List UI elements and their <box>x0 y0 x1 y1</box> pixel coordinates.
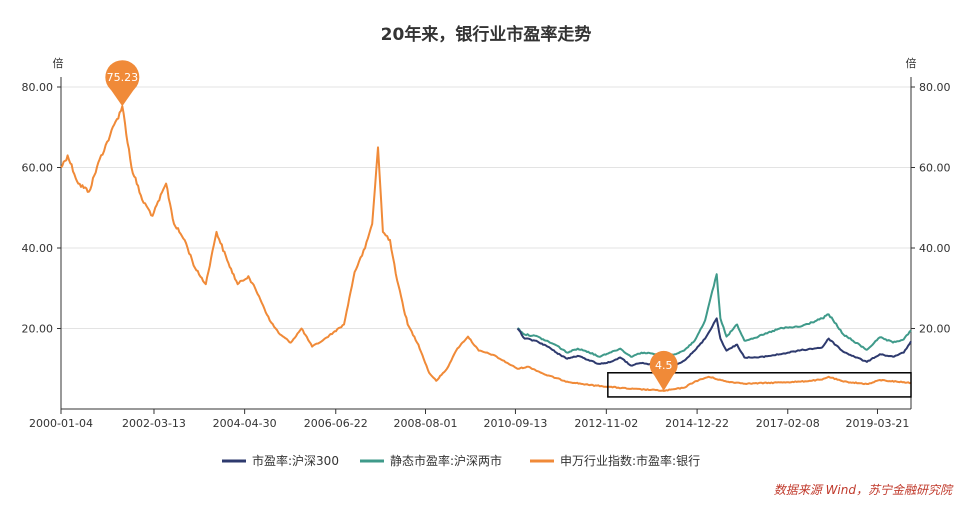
y-tick-label-right: 60.00 <box>919 162 951 175</box>
series-line-bank <box>60 105 912 392</box>
y-tick-label-right: 20.00 <box>919 323 951 336</box>
y-axis-unit-left: 倍 <box>53 56 64 70</box>
legend-label: 申万行业指数:市盈率:银行 <box>560 453 700 468</box>
x-tick-label: 2006-06-22 <box>304 417 368 430</box>
y-tick-label-right: 80.00 <box>919 81 951 94</box>
highlight-box-layer <box>607 372 912 398</box>
annotation-pin-tail <box>110 89 135 107</box>
annotation-pin: 75.23 <box>105 60 140 107</box>
y-tick-label-left: 20.00 <box>22 323 54 336</box>
annotation-pin-head <box>649 350 678 379</box>
legend-item-bank[interactable]: 申万行业指数:市盈率:银行 <box>530 453 700 468</box>
annotation-label: 75.23 <box>107 71 139 84</box>
x-tick-label: 2012-11-02 <box>574 417 638 430</box>
annotations: 75.23 4.5 <box>105 60 678 391</box>
legend[interactable]: 市盈率:沪深300 静态市盈率:沪深两市 申万行业指数:市盈率:银行 <box>222 453 700 468</box>
axes: 80.00 80.00 60.00 60.00 40.00 40.00 20.00 20.00… <box>22 56 951 430</box>
chart-title: 20年来，银行业市盈率走势 <box>380 25 592 45</box>
x-tick-label: 2002-03-13 <box>122 417 186 430</box>
annotation-pin-head <box>105 60 140 95</box>
y-axis-unit-right: 倍 <box>906 56 917 70</box>
x-tick-label: 2008-08-01 <box>394 417 458 430</box>
y-tick-label-right: 40.00 <box>919 242 951 255</box>
legend-item-hs300[interactable]: 市盈率:沪深300 <box>222 453 339 468</box>
x-tick-label: 2017-02-08 <box>756 417 820 430</box>
series-line-hs300 <box>516 317 912 368</box>
grid-lines <box>61 86 911 329</box>
legend-item-static[interactable]: 静态市盈率:沪深两市 <box>360 453 502 468</box>
y-tick-label-left: 60.00 <box>22 162 54 175</box>
highlight-box <box>607 372 912 398</box>
y-tick-label-left: 80.00 <box>22 81 54 94</box>
annotation-pin: 4.5 <box>649 350 678 391</box>
y-tick-label-left: 40.00 <box>22 242 54 255</box>
source-note: 数据来源 Wind，苏宁金融研究院 <box>773 483 952 497</box>
annotation-pin-tail <box>653 374 674 391</box>
x-tick-label: 2000-01-04 <box>29 417 93 430</box>
x-tick-label: 2010-09-13 <box>483 417 547 430</box>
series-lines <box>60 105 912 392</box>
legend-label: 市盈率:沪深300 <box>252 453 339 468</box>
series-line-static <box>516 273 912 358</box>
x-tick-label: 2004-04-30 <box>213 417 277 430</box>
x-tick-label: 2019-03-21 <box>846 417 910 430</box>
legend-label: 静态市盈率:沪深两市 <box>390 453 502 468</box>
x-tick-label: 2014-12-22 <box>665 417 729 430</box>
annotation-label: 4.5 <box>655 359 673 372</box>
